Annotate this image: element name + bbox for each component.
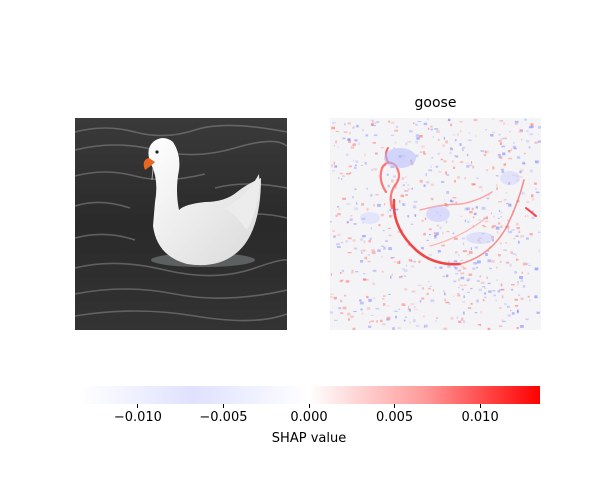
colorbar-tick-label: 0.005 [375,410,414,425]
colorbar-tick [222,404,224,408]
colorbar-label: SHAP value [271,431,347,446]
colorbar-tick [137,404,139,408]
panel-title: goose [414,95,457,111]
colorbar-tick [308,404,310,408]
colorbar-tick-label: 0.000 [290,410,328,425]
colorbar-tick-label: −0.010 [113,410,162,425]
colorbar-tick-label: 0.010 [461,410,499,425]
heatmap-background [330,118,541,330]
colorbar [78,386,540,404]
colorbar-tick [394,404,396,408]
input-image [75,118,287,330]
shap-heatmap [330,118,541,330]
negative-regions [360,148,520,244]
colorbar-tick [479,404,481,408]
colorbar-tick-label: −0.005 [199,410,248,425]
water-ripples [75,124,287,322]
goose-figure [143,138,261,267]
